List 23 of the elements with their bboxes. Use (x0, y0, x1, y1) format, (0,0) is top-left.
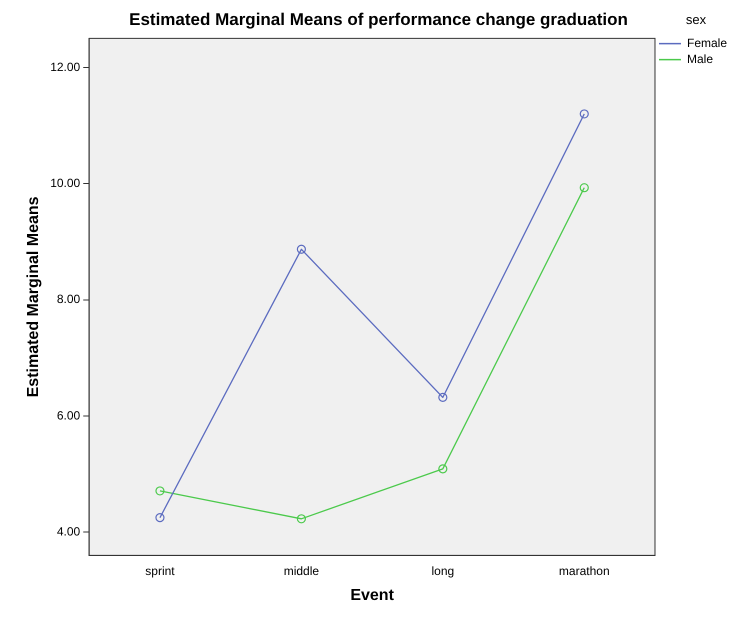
x-tick-label: sprint (145, 564, 176, 578)
y-axis-title: Estimated Marginal Means (25, 196, 42, 398)
point (580, 109, 589, 119)
y-tick-label: 4.00 (56, 524, 81, 538)
point (580, 183, 589, 192)
legend-title: sex (686, 12, 707, 28)
point (155, 513, 165, 522)
x-tick-label: marathon (558, 564, 610, 578)
chart-title: Estimated Marginal Means of performance change graduation (129, 10, 628, 29)
x-tick-label: long (431, 564, 454, 578)
point (438, 464, 448, 474)
y-tick-label: 8.00 (56, 292, 81, 306)
y-tick-label: 6.00 (56, 408, 81, 422)
point (296, 514, 306, 524)
point (296, 244, 306, 254)
legend-label: Male (686, 52, 714, 66)
x-tick-label: middle (284, 564, 320, 578)
legend-label: Female (686, 36, 728, 50)
point (155, 486, 165, 496)
y-tick-label: 10.00 (50, 176, 81, 190)
x-axis-title: Event (350, 586, 395, 604)
y-tick-label: 12.00 (50, 60, 81, 74)
point (438, 392, 448, 402)
